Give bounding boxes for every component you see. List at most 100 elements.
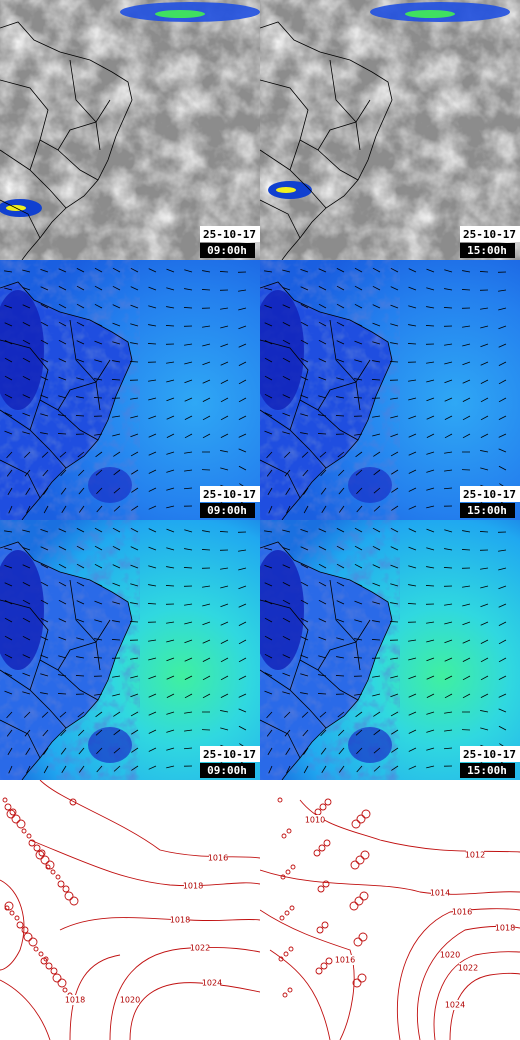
- map-panel: 1010 1012 1014 1016 1018 1020 1022 1024 1016: [260, 780, 520, 1040]
- noise-contour: [357, 973, 367, 983]
- noise-contour: [361, 809, 371, 819]
- isobar: [0, 979, 51, 1040]
- noise-contour: [318, 844, 326, 852]
- noise-contour: [313, 849, 321, 857]
- map-panel: [0, 260, 260, 520]
- noise-contour: [355, 855, 365, 865]
- date-box: [460, 746, 520, 762]
- dark-region: [260, 290, 304, 410]
- noise-contour: [349, 901, 359, 911]
- isobar-label: 1018: [183, 882, 203, 891]
- dark-region: [0, 290, 44, 410]
- noise-contour: [356, 814, 366, 824]
- noise-contour: [50, 967, 58, 975]
- noise-contour: [288, 946, 294, 952]
- noise-contour: [40, 855, 50, 865]
- noise-contour: [284, 910, 290, 916]
- isobar: [269, 949, 331, 1040]
- time-box: [200, 243, 255, 258]
- isobar-label: 1022: [190, 944, 210, 953]
- noise-contour: [21, 926, 29, 934]
- noise-contour: [4, 905, 10, 911]
- date-label: 25-10-17: [463, 748, 516, 761]
- date-box: [460, 486, 520, 502]
- map-panel: [0, 520, 260, 780]
- map-panel: [0, 0, 260, 260]
- pressure-background: [260, 780, 520, 1040]
- noise-contour: [69, 896, 79, 906]
- isobar-label: 1016: [335, 956, 355, 965]
- date-label: 25-10-17: [203, 748, 256, 761]
- time-label: 15:00h: [467, 764, 507, 777]
- time-box: [460, 763, 515, 778]
- noise-contour: [325, 957, 333, 965]
- noise-contour: [11, 814, 21, 824]
- isobar: [109, 947, 260, 1040]
- date-box: [200, 226, 260, 242]
- noise-contour: [316, 926, 324, 934]
- time-label: 15:00h: [467, 504, 507, 517]
- isobar-label: 1018: [495, 924, 515, 933]
- noise-contour: [69, 798, 77, 806]
- noise-contour: [38, 849, 46, 857]
- noise-contour: [324, 798, 332, 806]
- dark-region: [348, 467, 392, 503]
- precip-core: [155, 10, 205, 18]
- cloud-layer: [0, 0, 260, 260]
- noise-contour: [351, 819, 361, 829]
- noise-contour: [353, 937, 363, 947]
- noise-contour: [359, 891, 369, 901]
- map-panel: 25-10-17 15:00h: [460, 226, 520, 258]
- noise-contour: [9, 808, 17, 816]
- isobar-label: 1010: [305, 816, 325, 825]
- map-panel: [260, 520, 520, 780]
- isobar: [449, 972, 520, 1040]
- precip-core: [405, 10, 455, 18]
- noise-contour: [16, 921, 24, 929]
- map-panel: 1016 1018 1018 1022 1024 1020 1018: [0, 780, 260, 1040]
- noise-contour: [33, 844, 41, 852]
- noise-contour: [28, 839, 36, 847]
- date-box: [460, 226, 520, 242]
- noise-contour: [277, 797, 283, 803]
- isobar-label: 1018: [170, 916, 190, 925]
- noise-contour: [33, 946, 39, 952]
- noise-contour: [6, 809, 16, 819]
- time-label: 09:00h: [207, 764, 247, 777]
- noise-contour: [321, 921, 329, 929]
- noise-contour: [57, 978, 67, 988]
- noise-contour: [45, 860, 55, 870]
- isobar: [0, 879, 25, 971]
- time-box: [460, 243, 515, 258]
- noise-contour: [45, 864, 51, 870]
- dark-region: [348, 727, 392, 763]
- isobar-label: 1018: [65, 996, 85, 1005]
- date-box: [200, 746, 260, 762]
- noise-contour: [45, 962, 53, 970]
- isobar-label: 1012: [465, 851, 485, 860]
- precip-storm-core: [276, 187, 296, 193]
- time-label: 09:00h: [207, 244, 247, 257]
- noise-contour: [4, 901, 14, 911]
- isobar-label: 1024: [202, 979, 222, 988]
- noise-contour: [315, 967, 323, 975]
- noise-contour: [2, 797, 8, 803]
- noise-contour: [350, 860, 360, 870]
- noise-contour: [283, 951, 289, 957]
- isobar-label: 1020: [440, 951, 460, 960]
- noise-contour: [354, 896, 364, 906]
- isobar: [39, 780, 260, 859]
- noise-contour: [320, 962, 328, 970]
- noise-contour: [289, 905, 295, 911]
- noise-contour: [64, 891, 74, 901]
- noise-contour: [323, 839, 331, 847]
- isobar-label: 1022: [458, 964, 478, 973]
- dark-region: [88, 467, 132, 503]
- isobar: [260, 869, 520, 895]
- noise-contour: [43, 956, 49, 962]
- noise-contour: [55, 874, 61, 880]
- isobar-label: 1024: [445, 1001, 465, 1010]
- noise-contour: [62, 885, 70, 893]
- dark-region: [88, 727, 132, 763]
